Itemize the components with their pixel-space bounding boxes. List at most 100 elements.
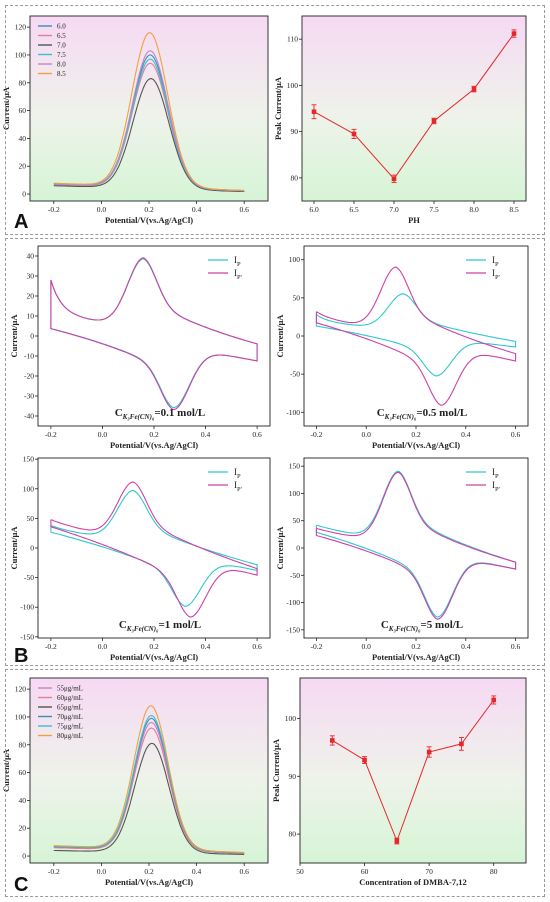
y-tick-label: 40 <box>19 134 27 143</box>
y-tick-label: 80 <box>289 830 297 839</box>
legend-label: IP <box>492 467 499 480</box>
y-tick-label: 100 <box>287 81 299 90</box>
section-label-c: C <box>14 874 29 896</box>
y-tick-label: 90 <box>291 127 299 136</box>
y-tick-label: 10 <box>27 312 35 321</box>
series-line-IP' <box>315 266 517 406</box>
chart-panel-B-3: -0.2 0.0 0.2 0.4 0.6 -150 -100 -50 0 50 100 150 Pote… <box>9 455 271 662</box>
x-tick-label: 0.4 <box>201 642 211 651</box>
y-tick-label: -150 <box>20 632 34 641</box>
series-line-7.0 <box>53 78 245 193</box>
chart-panel-A-left: -0.2 0.0 0.2 0.4 0.6 0 20 40 60 80 100 120 Potential… <box>1 15 269 225</box>
x-tick-label: 0.2 <box>144 867 154 876</box>
y-tick-label: 100 <box>23 484 35 493</box>
plot-background <box>304 458 528 638</box>
series-line-8.5 <box>53 32 245 191</box>
y-tick-label: 100 <box>285 714 297 723</box>
x-tick-label: 70 <box>425 867 433 876</box>
y-tick-label: 0 <box>30 332 34 341</box>
y-axis-title: Current/μA <box>1 86 11 130</box>
data-point <box>391 176 397 182</box>
chart-panel-C-left: -0.2 0.0 0.2 0.4 0.6 0 20 40 60 80 100 120 Potential… <box>1 677 269 887</box>
x-tick-label: -0.2 <box>48 205 60 214</box>
series-line-60μg/mL <box>53 727 245 854</box>
x-tick-label: 0.6 <box>240 205 250 214</box>
y-tick-label: -100 <box>286 598 300 607</box>
legend-label: IP' <box>492 480 500 493</box>
plot-frame <box>303 457 529 639</box>
section-b-frame <box>5 238 545 666</box>
legend-label: IP' <box>234 268 242 281</box>
plot-frame <box>301 15 527 202</box>
series-line-65μg/mL <box>53 742 245 855</box>
legend-label: 7.5 <box>57 51 66 59</box>
y-tick-label: 100 <box>15 712 27 721</box>
data-point <box>394 838 400 844</box>
chart-panel-C-right: 50 60 70 80 80 90 100 Concentration of DMBA-7,1… <box>271 677 527 887</box>
x-axis-title: PH <box>408 215 420 225</box>
x-tick-label: 0.2 <box>149 430 159 439</box>
legend-label: 6.5 <box>57 32 66 40</box>
x-tick-label: -0.2 <box>311 642 323 651</box>
x-tick-label: 0.4 <box>201 430 211 439</box>
legend-label: IP <box>492 255 499 268</box>
legend-label: 6.0 <box>57 23 66 31</box>
y-tick-label: 120 <box>15 23 27 32</box>
plot-background <box>304 246 528 426</box>
y-tick-label: 20 <box>27 292 35 301</box>
legend-label: 80μg/mL <box>57 732 83 740</box>
x-tick-label: 0.0 <box>362 642 372 651</box>
data-point <box>511 31 517 36</box>
legend-label: IP' <box>492 268 500 281</box>
y-tick-label: 80 <box>291 173 299 182</box>
x-tick-label: -0.2 <box>45 642 57 651</box>
section-c-frame <box>5 669 545 897</box>
y-tick-label: -20 <box>24 372 34 381</box>
y-tick-label: -10 <box>24 352 34 361</box>
plot-frame <box>299 677 527 864</box>
y-axis-title: Peak Current/μA <box>273 76 283 140</box>
data-point <box>329 738 335 743</box>
y-axis-title: Current/μA <box>9 526 19 570</box>
x-tick-label: 0.2 <box>149 642 159 651</box>
plot-area <box>329 695 497 845</box>
section-label-a: A <box>14 211 29 233</box>
x-tick-label: 0.0 <box>362 430 372 439</box>
x-tick-label: 8.0 <box>469 205 479 214</box>
x-tick-label: 0.4 <box>461 642 471 651</box>
y-tick-label: 80 <box>19 740 27 749</box>
x-tick-label: 6.0 <box>309 205 319 214</box>
y-tick-label: -30 <box>24 392 34 401</box>
x-tick-label: 8.5 <box>509 205 519 214</box>
plot-frame <box>29 677 269 864</box>
data-point <box>471 86 477 92</box>
plot-background <box>300 678 526 863</box>
y-tick-label: 80 <box>19 78 27 87</box>
data-point <box>426 749 432 755</box>
x-tick-label: -0.2 <box>311 430 323 439</box>
x-axis-title: Potential/V(vs.Ag/AgCl) <box>110 652 198 662</box>
section-a-frame <box>5 5 545 235</box>
legend-label: IP' <box>234 480 242 493</box>
y-axis-title: Current/μA <box>275 314 285 358</box>
y-tick-label: 0 <box>296 544 300 553</box>
y-tick-label: 100 <box>289 255 301 264</box>
section-label-b: B <box>14 645 29 667</box>
x-axis-title: Potential/V(vs.Ag/AgCl) <box>372 652 460 662</box>
legend-label: 75μg/mL <box>57 723 83 731</box>
x-tick-label: 7.0 <box>389 205 399 214</box>
y-tick-label: 90 <box>289 772 297 781</box>
y-tick-label: 0 <box>30 544 34 553</box>
legend-label: 55μg/mL <box>57 685 83 693</box>
legend-label: 8.0 <box>57 61 66 69</box>
x-tick-label: 0.2 <box>411 430 421 439</box>
x-tick-label: 0.6 <box>511 430 521 439</box>
y-tick-label: 60 <box>19 106 27 115</box>
x-tick-label: 0.0 <box>98 430 108 439</box>
y-tick-label: 120 <box>15 685 27 694</box>
data-point <box>311 109 317 115</box>
x-tick-label: 0.2 <box>144 205 154 214</box>
x-tick-label: 0.0 <box>97 867 107 876</box>
legend-label: 7.0 <box>57 42 66 50</box>
x-tick-label: 80 <box>490 867 498 876</box>
